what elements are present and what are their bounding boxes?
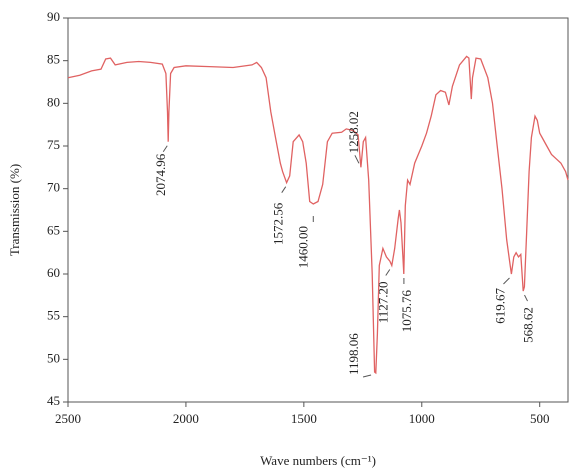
x-tick-label: 500 [530,411,550,426]
y-tick-label: 45 [47,393,60,408]
y-axis-label: Transmission (%) [7,164,22,256]
y-tick-label: 70 [47,180,60,195]
spectrum-line [67,55,569,375]
annotation-leader [362,374,372,378]
y-tick-label: 75 [47,137,60,152]
annotation-leader [281,186,287,193]
x-tick-label: 1500 [291,411,317,426]
annotation-label: 1460.00 [295,226,310,268]
y-tick-label: 90 [47,9,60,24]
annotation-leader [162,145,168,153]
x-tick-label: 2500 [55,411,81,426]
annotation-label: 1127.20 [376,281,391,323]
plot-frame [67,17,569,403]
annotation-label: 619.67 [492,288,507,324]
annotation-label: 1572.56 [271,202,286,245]
y-tick-label: 55 [47,308,60,323]
annotation-label: 1075.76 [399,290,414,333]
annotation-label: 1258.02 [346,111,361,153]
annotation-leader [503,277,510,285]
annotation-leader [385,269,391,276]
y-tick-label: 60 [47,265,60,280]
annotation-label: 568.62 [520,307,535,343]
x-axis-label: Wave numbers (cm⁻¹) [260,453,376,468]
annotation-leader [524,294,528,302]
y-tick-label: 85 [47,52,60,67]
x-tick-label: 1000 [409,411,435,426]
y-tick-label: 80 [47,94,60,109]
annotation-label: 2074.96 [153,153,168,196]
y-tick-label: 50 [47,350,60,365]
x-tick-label: 2000 [173,411,199,426]
annotation-leader [354,155,360,164]
annotation-label: 1198.06 [346,333,361,375]
y-tick-label: 65 [47,222,60,237]
